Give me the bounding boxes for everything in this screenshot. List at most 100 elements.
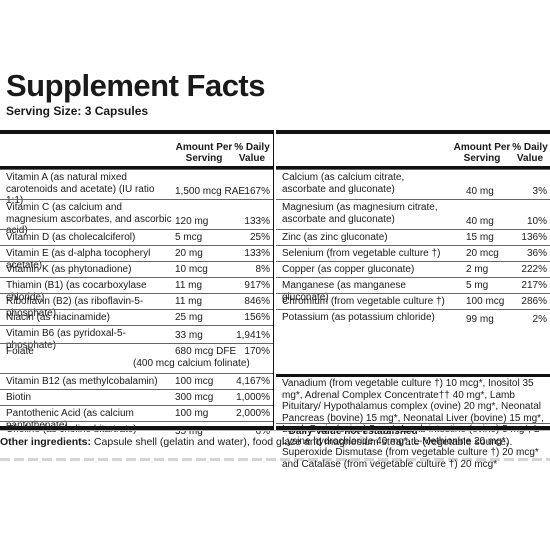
nutrient-name: Niacin (as niacinamide)	[6, 312, 110, 323]
nutrient-daily-value: 2%	[532, 314, 547, 325]
nutrient-daily-value: 3%	[532, 186, 547, 197]
nutrient-name: Copper (as copper gluconate)	[282, 264, 415, 275]
nutrient-name: Selenium (from vegetable culture †)	[282, 248, 441, 259]
nutrient-name: Vitamin B12 (as methylcobalamin)	[6, 376, 158, 387]
nutrient-daily-value: 133%	[244, 248, 270, 259]
nutrient-name: Potassium (as potassium chloride)	[282, 312, 435, 323]
nutrient-amount: 680 mcg DFE	[175, 346, 237, 357]
nutrient-row: Potassium (as potassium chloride) 99 mg 2%	[276, 309, 550, 328]
footnote-rule	[276, 423, 550, 424]
nutrient-daily-value: 2,000%	[236, 408, 270, 419]
other-ingredients-label: Other ingredients:	[0, 436, 92, 448]
nutrient-daily-value: 136%	[521, 232, 547, 243]
nutrient-amount: 100 mcg	[466, 296, 505, 307]
nutrient-daily-value: 167%	[244, 186, 270, 197]
nutrient-amount: 300 mcg	[175, 392, 214, 403]
nutrient-name: Choline (as choline bitartrate)	[6, 424, 174, 436]
nutrient-amount: 10 mcg	[175, 264, 208, 275]
nutrient-daily-value: 170%	[244, 346, 270, 357]
amount-header: Amount Per Serving	[453, 142, 511, 164]
nutrient-name: Thiamin (B1) (as cocarboxylase chloride)	[6, 280, 147, 303]
nutrient-amount-note: (400 mcg calcium folinate)	[133, 358, 250, 369]
amount-header: Amount Per Serving	[175, 142, 233, 164]
nutrient-daily-value: 4,167%	[236, 376, 270, 387]
nutrient-row: Thiamin (B1) (as cocarboxylase chloride)…	[0, 277, 273, 303]
nutrient-name: Folate	[6, 346, 34, 357]
nutrient-name: Biotin	[6, 392, 32, 403]
nutrient-row: Vitamin K (as phytonadione) 10 mcg 8%	[0, 261, 273, 278]
nutrient-row: Zinc (as zinc gluconate) 15 mg 136%	[276, 229, 550, 246]
header-rule	[276, 166, 550, 169]
nutrient-amount: 100 mg	[175, 408, 209, 419]
nutrient-amount: 120 mg	[175, 216, 209, 227]
nutrient-row: Magnesium (as magnesium citrate, ascorba…	[276, 199, 550, 230]
nutrient-daily-value: 917%	[244, 280, 270, 291]
nutrient-amount: 99 mg	[466, 314, 494, 325]
nutrient-name: Pantothenic Acid (as calcium pantothenat…	[6, 408, 134, 431]
nutrient-amount: 5 mcg	[175, 232, 203, 243]
nutrient-daily-value: 286%	[521, 296, 547, 307]
nutrient-row: Pantothenic Acid (as calcium pantothenat…	[0, 405, 273, 431]
daily-value-footnote: * Daily Value not established	[282, 426, 418, 437]
nutrient-daily-value: 8%	[255, 264, 270, 275]
nutrient-amount: 40 mg	[466, 186, 494, 197]
nutrient-name: Vitamin C (as calcium and magnesium asco…	[6, 202, 172, 236]
nutrient-daily-value: 222%	[521, 264, 547, 275]
nutrient-name: Chromium (from vegetable culture †)	[282, 296, 445, 307]
nutrient-daily-value: 1,000%	[236, 392, 270, 403]
dv-header: % Daily Value	[234, 142, 270, 164]
supplement-title: Supplement Facts	[6, 68, 266, 103]
nutrient-amount: 11 mg	[175, 280, 203, 291]
nutrient-name: Magnesium (as magnesium citrate, ascorba…	[282, 202, 438, 225]
cropped-text-line	[0, 458, 550, 461]
nutrient-name: Vitamin K (as phytonadione)	[6, 264, 132, 275]
other-ingredients-list: Vanadium (from vegetable culture †) 10 m…	[282, 378, 544, 470]
nutrient-row: Vitamin E (as d-alpha tocopheryl acetate…	[0, 245, 273, 271]
nutrient-amount: 25 mg	[175, 312, 203, 323]
nutrient-daily-value: 10%	[526, 216, 547, 227]
nutrient-row: Vitamin B6 (as pyridoxal-5-phosphate) 33 …	[0, 325, 273, 351]
right-nutrient-panel: Amount Per Serving % Daily Value Calcium…	[276, 130, 550, 470]
nutrient-daily-value: 846%	[244, 296, 270, 307]
nutrient-amount: 11 mg	[175, 296, 203, 307]
nutrient-row: Choline (as choline bitartrate)35 mg 6%	[0, 421, 273, 440]
nutrient-row: Niacin (as niacinamide) 25 mg 156%	[0, 309, 273, 326]
other-ingredients: Other ingredients: Capsule shell (gelati…	[0, 436, 512, 448]
nutrient-row: Chromium (from vegetable culture †) 100 m…	[276, 293, 550, 310]
nutrient-amount: 100 mcg	[175, 376, 214, 387]
nutrient-row: Selenium (from vegetable culture †) 20 mc…	[276, 245, 550, 262]
other-ingredients-text: Capsule shell (gelatin and water), food …	[91, 436, 513, 448]
nutrient-name: Calcium (as calcium citrate, ascorbate a…	[282, 172, 405, 195]
nutrient-amount: 5 mg	[466, 280, 489, 291]
nutrient-name: Zinc (as zinc gluconate)	[282, 232, 388, 243]
nutrient-daily-value: 6%	[255, 426, 270, 437]
nutrient-amount: 35 mg	[175, 426, 203, 437]
nutrient-name: Vitamin B6 (as pyridoxal-5-phosphate)	[6, 328, 126, 351]
nutrient-amount: 15 mg	[466, 232, 494, 243]
nutrient-row: Vitamin D (as cholecalciferol) 5 mcg 25%	[0, 229, 273, 246]
dv-header: % Daily Value	[512, 142, 548, 164]
nutrient-amount: 40 mg	[466, 216, 494, 227]
nutrient-row: Vitamin C (as calcium and magnesium asco…	[0, 199, 273, 236]
nutrient-row: Manganese (as manganese gluconate) 5 mg 21…	[276, 277, 550, 303]
nutrient-amount: 20 mcg	[466, 248, 499, 259]
nutrient-row: Vitamin B12 (as methylcobalamin) 100 mcg 4…	[0, 373, 273, 390]
nutrient-name: Vitamin A (as natural mixed carotenoids …	[6, 172, 155, 206]
serving-size: Serving Size: 3 Capsules	[6, 104, 149, 118]
nutrient-row: Riboflavin (B2) (as riboflavin-5-phospha…	[0, 293, 273, 319]
nutrient-amount: 33 mg	[175, 330, 203, 341]
nutrient-row: Vitamin A (as natural mixed carotenoids …	[0, 169, 273, 206]
header-rule	[0, 166, 273, 169]
nutrient-amount: 20 mg	[175, 248, 203, 259]
nutrient-name: Vitamin D (as cholecalciferol)	[6, 232, 136, 243]
nutrient-daily-value: 156%	[244, 312, 270, 323]
nutrient-daily-value: 1,941%	[236, 330, 270, 341]
nutrient-row: Folate 680 mcg DFE (400 mcg calcium folina…	[0, 343, 273, 374]
bottom-rule	[0, 430, 550, 431]
nutrient-daily-value: 133%	[244, 216, 270, 227]
nutrient-amount: 2 mg	[466, 264, 489, 275]
nutrient-daily-value: 217%	[521, 280, 547, 291]
nutrient-row: Biotin 300 mcg 1,000%	[0, 389, 273, 406]
nutrient-daily-value: 36%	[526, 248, 547, 259]
left-nutrient-panel: Amount Per Serving % Daily Value Vitamin…	[0, 130, 274, 437]
